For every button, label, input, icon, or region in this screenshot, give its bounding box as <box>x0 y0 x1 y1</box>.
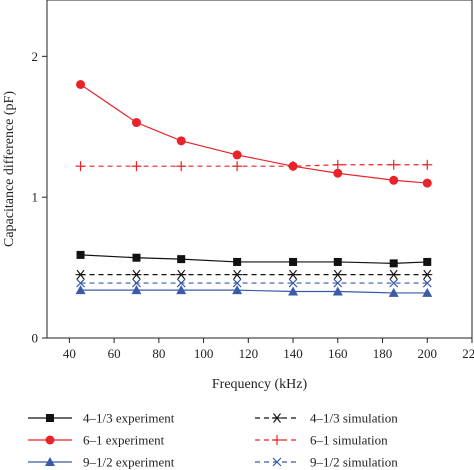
legend-label: 9–1/2 experiment <box>83 455 175 470</box>
x-tick-label: 140 <box>283 346 303 361</box>
y-axis-label: Capacitance difference (pF) <box>2 91 17 247</box>
data-point <box>289 257 298 266</box>
data-point <box>232 269 243 280</box>
series-0 <box>76 250 432 268</box>
data-point <box>131 118 141 128</box>
data-point <box>76 80 86 89</box>
series-2 <box>75 285 433 297</box>
legend-marker <box>272 457 282 467</box>
legend-marker <box>45 457 55 466</box>
data-point <box>332 286 343 296</box>
axes: 40 60 80 100 120 140 160 180 200 220 0 1 2 <box>32 49 474 361</box>
series-line <box>80 84 428 184</box>
x-tick-label: 200 <box>418 346 438 361</box>
data-point <box>332 159 343 170</box>
data-point <box>389 259 398 268</box>
x-axis-label: Frequency (kHz) <box>212 377 308 392</box>
data-point <box>422 287 433 297</box>
legend-marker <box>272 435 282 445</box>
data-point <box>176 136 186 146</box>
data-point <box>75 285 86 295</box>
legend-label: 9–1/2 simulation <box>310 455 398 470</box>
data-point <box>76 278 85 288</box>
legend-entry: 4–1/3 experiment <box>28 411 175 426</box>
legend-label: 6–1 experiment <box>83 433 165 448</box>
data-point <box>423 257 432 266</box>
x-tick-label: 120 <box>239 346 259 361</box>
data-point <box>233 257 242 266</box>
y-tick-label: 0 <box>32 331 39 346</box>
data-point <box>176 161 187 172</box>
data-point <box>288 161 299 172</box>
data-point <box>131 269 142 280</box>
series-3 <box>75 269 433 280</box>
data-point <box>388 269 399 280</box>
x-tick-label: 180 <box>373 346 393 361</box>
data-point <box>422 178 432 188</box>
data-point <box>176 269 187 280</box>
legend-entry: 9–1/2 experiment <box>28 455 175 470</box>
data-point <box>131 285 142 295</box>
data-point <box>333 278 343 288</box>
data-point <box>389 278 399 288</box>
x-tick-label: 80 <box>152 346 165 361</box>
data-point <box>177 255 186 264</box>
data-point <box>131 161 142 172</box>
data-point <box>388 159 399 170</box>
y-tick-label: 1 <box>32 190 39 205</box>
legend-label: 4–1/3 simulation <box>310 411 398 426</box>
data-point <box>176 278 186 288</box>
legend-marker <box>46 414 54 422</box>
data-point <box>75 269 86 280</box>
series-line <box>80 164 428 167</box>
legend-entry: 6–1 experiment <box>28 433 165 448</box>
data-point <box>232 285 243 295</box>
data-point <box>422 278 432 288</box>
data-point <box>333 257 342 266</box>
data-point <box>176 285 187 295</box>
legend-entry: 4–1/3 simulation <box>255 411 398 426</box>
plot-area-frame <box>46 0 473 339</box>
data-point <box>333 168 343 178</box>
data-point <box>332 269 343 280</box>
data-point <box>388 287 399 297</box>
legend-marker <box>272 413 282 423</box>
data-point <box>132 278 141 288</box>
x-tick-label: 220 <box>462 346 474 361</box>
legend-entry: 9–1/2 simulation <box>255 455 398 470</box>
data-point <box>132 253 141 262</box>
x-tick-label: 60 <box>108 346 121 361</box>
data-point <box>232 150 242 160</box>
data-point <box>75 161 86 172</box>
series-1 <box>76 80 432 188</box>
series-line <box>80 254 428 264</box>
legend-label: 4–1/3 experiment <box>83 411 175 426</box>
data-point <box>422 159 433 170</box>
legend-label: 6–1 simulation <box>310 433 388 448</box>
legend-marker <box>45 435 55 445</box>
data-point <box>389 175 399 185</box>
y-tick-label: 2 <box>32 49 39 64</box>
legend-entry: 6–1 simulation <box>255 433 388 448</box>
data-point <box>288 278 298 288</box>
series-layer <box>75 80 433 297</box>
series-line <box>80 289 428 294</box>
legend: 4–1/3 experiment 6–1 experiment 9–1/2 expe… <box>28 411 398 470</box>
data-point <box>232 161 243 172</box>
x-tick-label: 40 <box>63 346 76 361</box>
series-5 <box>76 278 432 288</box>
data-point <box>288 269 299 280</box>
x-tick-label: 100 <box>194 346 214 361</box>
series-4 <box>75 159 433 172</box>
data-point <box>422 269 433 280</box>
data-point <box>288 286 299 296</box>
x-tick-label: 160 <box>328 346 348 361</box>
data-point <box>76 250 85 259</box>
data-point <box>232 278 242 288</box>
